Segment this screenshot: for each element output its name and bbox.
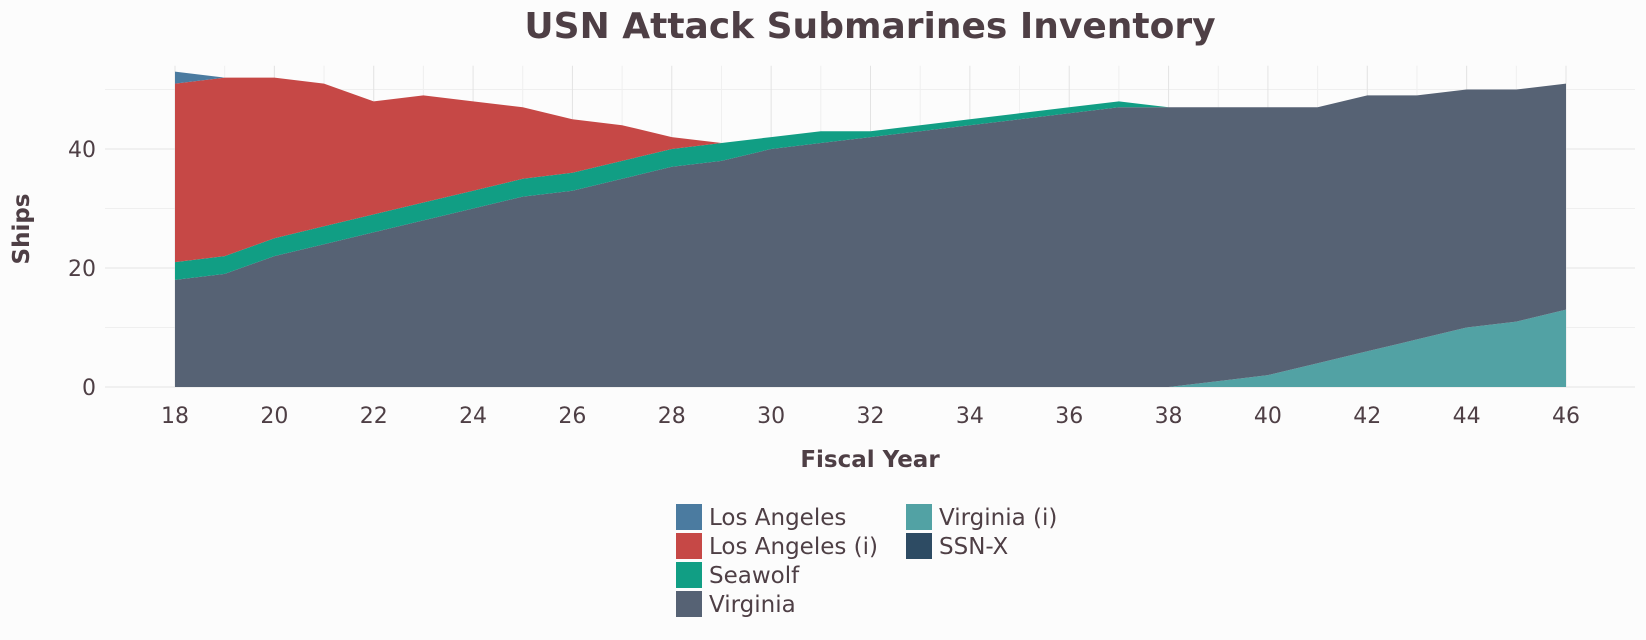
legend-label: Seawolf: [709, 563, 800, 589]
x-tick-label: 44: [1453, 404, 1481, 429]
x-tick-label: 42: [1353, 404, 1381, 429]
legend-swatch: [676, 562, 702, 588]
legend-label: Los Angeles (i): [709, 534, 878, 560]
legend-item: Seawolf: [676, 562, 800, 589]
x-tick-label: 30: [757, 404, 785, 429]
x-tick-label: 34: [956, 404, 984, 429]
y-tick-label: 20: [68, 257, 96, 282]
x-tick-label: 24: [459, 404, 487, 429]
y-axis-ticks: 0 20 40: [68, 138, 96, 401]
legend-item: SSN-X: [906, 533, 1009, 560]
legend-swatch: [906, 504, 932, 530]
x-tick-label: 38: [1155, 404, 1183, 429]
x-tick-label: 32: [857, 404, 885, 429]
legend-label: Virginia (i): [939, 505, 1057, 531]
legend-item: Virginia (i): [906, 504, 1057, 531]
legend-label: SSN-X: [939, 534, 1009, 560]
chart-title: USN Attack Submarines Inventory: [524, 6, 1215, 47]
area-los-angeles-i: [175, 77, 1566, 263]
legend-item: Virginia: [676, 591, 796, 618]
legend-swatch: [676, 591, 702, 617]
legend-item: Los Angeles (i): [676, 533, 878, 560]
area-virginia: [175, 83, 1566, 387]
x-tick-label: 22: [360, 404, 388, 429]
y-tick-label: 40: [68, 138, 96, 163]
area-series: [175, 71, 1566, 387]
x-tick-label: 40: [1254, 404, 1282, 429]
legend-swatch: [676, 504, 702, 530]
legend-label: Virginia: [709, 592, 796, 618]
x-axis-ticks: 18 20 22 24 26 28 30 32 34 36 38 40 42 44 46: [161, 404, 1580, 429]
x-tick-label: 28: [658, 404, 686, 429]
legend-swatch: [676, 533, 702, 559]
legend-swatch: [906, 533, 932, 559]
legend-item: Los Angeles: [676, 504, 846, 531]
legend-label: Los Angeles: [709, 505, 846, 531]
x-axis-label: Fiscal Year: [800, 447, 940, 473]
x-tick-label: 20: [260, 404, 288, 429]
y-tick-label: 0: [82, 376, 96, 401]
y-axis-label: Ships: [9, 194, 35, 265]
x-tick-label: 18: [161, 404, 189, 429]
x-tick-label: 26: [558, 404, 586, 429]
legend: Los Angeles Los Angeles (i) Seawolf Virgini…: [676, 504, 1057, 618]
x-tick-label: 36: [1055, 404, 1083, 429]
area-virginia-i: [175, 309, 1566, 387]
x-tick-label: 46: [1552, 404, 1580, 429]
